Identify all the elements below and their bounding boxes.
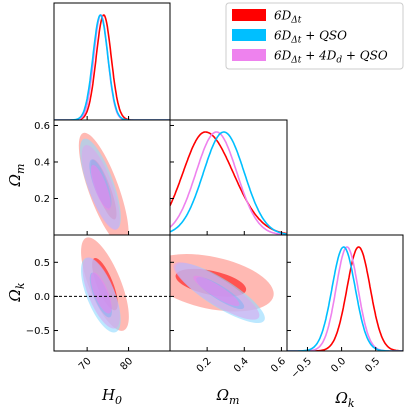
y-tick-label-Ok-2: 0.5	[34, 258, 50, 269]
x-axis-label-Ok: Ωk	[334, 389, 354, 408]
contour-group-Om-vs-H0-series-2	[81, 145, 120, 231]
y-tick-label-Om-0: 0.2	[34, 194, 50, 205]
x-tick-label-H0-1: 80	[118, 356, 135, 373]
legend-label-1: 6DΔt + QSO	[274, 29, 347, 46]
x-axis-label-Om-sub: m	[229, 394, 239, 407]
legend-label-rest: + QSO	[301, 29, 347, 43]
y-tick-label-Om-1: 0.4	[34, 157, 50, 168]
y-axis-label-Om-main: Ω	[6, 174, 24, 187]
legend-label-2: 6DΔt + 4Dd + QSO	[274, 49, 388, 66]
contour-inner-Om-vs-H0-series-2	[90, 164, 111, 211]
y-axis-label-Ok: Ωk	[6, 282, 27, 302]
contour-group-Ok-vs-H0-series-2	[82, 257, 120, 329]
legend-label-sub2: d	[336, 56, 342, 66]
y-tick-label-Om-2: 0.6	[34, 121, 50, 132]
y-axis-label-Ok-sub: k	[14, 282, 27, 289]
x-tick-label-Ok-2: 0.5	[363, 356, 382, 375]
x-axis-label-Om: Ωm	[216, 386, 240, 407]
y-axis-label-Ok-main: Ω	[6, 289, 24, 302]
x-tick-label-Ok-0: −0.5	[289, 356, 314, 381]
x-tick-label-Om-1: 0.4	[232, 356, 251, 375]
legend-label-sub: Δt	[290, 16, 301, 26]
y-axis-label-Om: Ωm	[6, 164, 27, 188]
legend-label-rest: + 4D	[301, 49, 336, 63]
x-axis-label-H0-main: H	[101, 386, 116, 404]
marginal-group-H0	[54, 14, 170, 120]
x-tick-label-H0-0: 70	[77, 356, 94, 373]
legend-label-0: 6DΔt	[274, 9, 302, 26]
legend-label-main: 6D	[274, 49, 292, 63]
marginal-line-Om-series-2	[170, 131, 287, 235]
y-tick-label-Ok-0: −0.5	[26, 326, 50, 337]
legend-label-main: 6D	[274, 9, 292, 23]
legend-frame	[225, 2, 404, 70]
marginal-group-Ok	[287, 246, 403, 351]
contour-group-Ok-vs-Om-series-2	[173, 262, 260, 320]
x-tick-label-Om-0: 0.2	[195, 356, 214, 375]
marginal-line-Ok-series-0	[287, 246, 403, 351]
x-tick-label-Om-2: 0.6	[269, 356, 288, 375]
x-axis-label-H0: H0	[101, 386, 122, 407]
contour-inner-Ok-vs-H0-series-2	[90, 272, 112, 314]
x-tick-label-Ok-1: 0.0	[329, 356, 348, 375]
marginal-line-Om-series-0	[170, 131, 287, 235]
legend-swatch-1	[232, 29, 266, 41]
legend-swatch-0	[232, 9, 266, 21]
legend-label-sub: Δt	[290, 56, 301, 66]
panel-frame-Om-marginal	[169, 119, 288, 236]
contour-inner-Ok-vs-Om-series-2	[193, 275, 240, 307]
x-axis-label-Om-main: Ω	[216, 386, 229, 404]
y-tick-label-Ok-1: 0.0	[34, 292, 50, 303]
x-axis-label-Ok-sub: k	[348, 397, 355, 408]
y-axis-label-Om-sub: m	[14, 164, 27, 174]
marginal-line-Om-series-1	[170, 131, 287, 235]
legend-label-sub: Δt	[290, 36, 301, 46]
legend-label-main: 6D	[274, 29, 292, 43]
legend-swatch-2	[232, 49, 266, 61]
x-axis-label-H0-sub: 0	[115, 394, 122, 407]
x-axis-label-Ok-main: Ω	[334, 389, 347, 407]
marginal-line-H0-series-0	[54, 14, 170, 120]
panel-frame-Ok-marginal	[286, 234, 404, 352]
legend-label-rest2: + QSO	[342, 49, 388, 63]
marginal-group-Om	[170, 131, 287, 235]
